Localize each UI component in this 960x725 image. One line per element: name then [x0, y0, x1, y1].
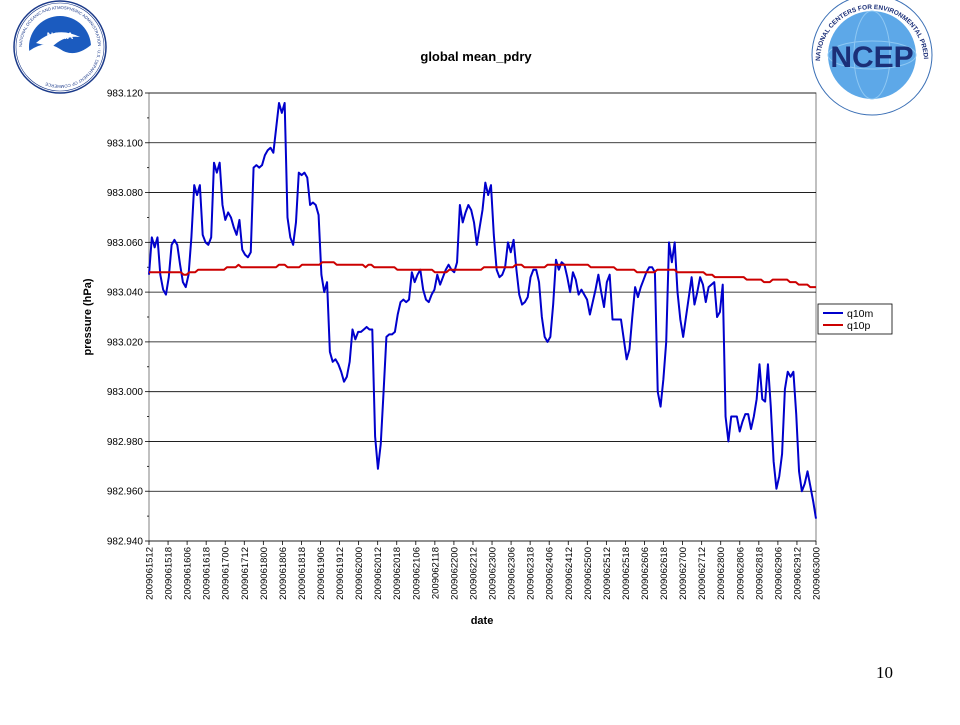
x-tick-label: 2009062606	[640, 547, 651, 600]
x-tick-label: 2009062306	[507, 547, 518, 600]
y-tick-label: 983.060	[107, 238, 144, 249]
x-tick-label: 2009061800	[259, 547, 270, 600]
y-tick-label: 983.100	[107, 138, 144, 149]
x-tick-label: 2009062500	[583, 547, 594, 600]
chart-title: global mean_pdry	[420, 49, 532, 64]
y-tick-label: 983.020	[107, 337, 144, 348]
y-axis: 982.940 982.960 982.980 983.000 983.020 983.0…	[107, 89, 149, 548]
x-tick-label: 2009062012	[373, 547, 384, 600]
x-tick-label: 2009061700	[221, 547, 232, 600]
noaa-logo: NOAA NATIONAL OCEANIC AND ATMOSPHERIC AD…	[13, 0, 107, 94]
x-tick-label: 2009061606	[183, 547, 194, 600]
legend-label-q10m: q10m	[847, 308, 874, 320]
x-tick-label: 2009062200	[449, 547, 460, 600]
gridlines	[149, 92, 816, 492]
x-tick-label: 2009062700	[678, 547, 689, 600]
x-tick-label: 2009062618	[659, 547, 670, 600]
x-axis-label: date	[471, 615, 494, 627]
x-tick-label: 2009062406	[545, 547, 556, 600]
x-tick-label: 2009062000	[354, 547, 365, 600]
x-tick-label: 2009062318	[526, 547, 537, 600]
y-tick-label: 982.980	[107, 437, 144, 448]
y-tick-label: 983.080	[107, 188, 144, 199]
x-tick-label: 2009061806	[278, 547, 289, 600]
y-tick-label: 983.000	[107, 387, 144, 398]
plot-area	[148, 92, 817, 542]
ncep-logo-text: NCEP	[830, 41, 913, 74]
x-tick-label: 2009062800	[716, 547, 727, 600]
y-tick-label: 983.120	[107, 89, 144, 100]
x-tick-label: 2009062912	[792, 547, 803, 600]
x-tick-label: 2009063000	[812, 547, 823, 600]
x-tick-label: 2009062300	[488, 547, 499, 600]
x-tick-label: 2009061912	[335, 547, 346, 600]
x-tick-label: 2009061818	[297, 547, 308, 600]
y-tick-label: 983.040	[107, 288, 144, 299]
x-tick-label: 2009062118	[430, 547, 441, 599]
x-tick-label: 2009061906	[316, 547, 327, 600]
x-tick-label: 2009062212	[468, 547, 479, 600]
series-lines	[148, 101, 817, 519]
x-tick-label: 2009062018	[392, 547, 403, 600]
noaa-logo-text: NOAA	[47, 31, 74, 41]
x-tick-label: 2009061512	[145, 547, 156, 600]
y-axis-label: pressure (hPa)	[82, 278, 94, 355]
page-number: 10	[876, 663, 893, 682]
legend: q10m q10p	[817, 303, 893, 335]
x-tick-label: 2009062512	[602, 547, 613, 600]
series-line-q10p	[149, 261, 816, 289]
x-tick-label: 2009061518	[164, 547, 175, 600]
x-tick-label: 2009062712	[697, 547, 708, 600]
y-tick-label: 982.940	[107, 537, 144, 548]
x-tick-label: 2009062518	[621, 547, 632, 600]
ncep-logo: NCEP NATIONAL CENTERS FOR ENVIRONMENTAL …	[811, 0, 933, 116]
x-tick-label: 2009062412	[564, 547, 575, 600]
x-tick-label: 2009062906	[773, 547, 784, 600]
legend-label-q10p: q10p	[847, 320, 871, 332]
x-axis: 2009061512 2009061518 2009061606 2009061618…	[145, 540, 823, 600]
x-tick-label: 2009061712	[240, 547, 251, 600]
x-tick-label: 2009062106	[411, 547, 422, 600]
x-tick-label: 2009062818	[754, 547, 765, 600]
x-tick-label: 2009061618	[202, 547, 213, 600]
y-tick-label: 982.960	[107, 487, 144, 498]
x-tick-label: 2009062806	[735, 547, 746, 600]
series-line-q10m	[148, 101, 817, 519]
